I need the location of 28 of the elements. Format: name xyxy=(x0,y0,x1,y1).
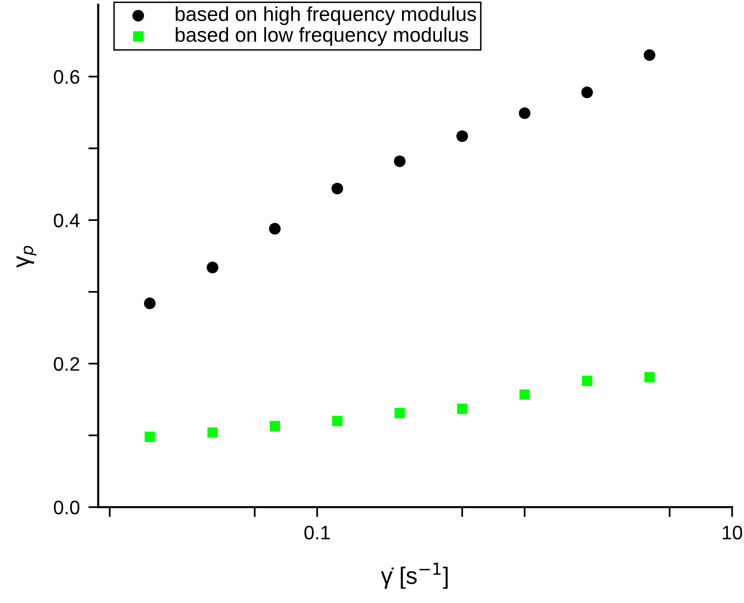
point xyxy=(644,49,656,61)
point xyxy=(519,389,530,400)
point xyxy=(207,427,218,438)
point xyxy=(394,155,406,168)
point xyxy=(331,182,344,194)
point xyxy=(457,404,468,414)
point xyxy=(269,222,281,235)
x-tick-label: 0.1 xyxy=(304,526,330,540)
point xyxy=(270,420,280,432)
point xyxy=(456,130,468,142)
y-axis-title: γ$_{p}$ xyxy=(16,246,36,268)
point xyxy=(144,432,155,442)
point xyxy=(518,107,530,119)
point xyxy=(394,408,405,418)
x-axis-title: γ̇ [s$^{−1}$] xyxy=(380,562,448,589)
y-tick-label: 0.0 xyxy=(54,500,80,514)
point xyxy=(206,262,218,274)
point xyxy=(581,86,593,98)
point xyxy=(332,416,342,426)
legend-label: based on low frequency modulus xyxy=(176,27,468,46)
point xyxy=(144,298,156,310)
y-tick-label: 0.4 xyxy=(54,214,80,228)
point xyxy=(644,372,655,382)
legend-label: based on high frequency modulus xyxy=(176,6,476,26)
point xyxy=(582,376,592,386)
x-tick-label: 10 xyxy=(722,526,742,540)
y-tick-label: 0.6 xyxy=(54,70,80,84)
y-tick-label: 0.2 xyxy=(54,357,80,371)
